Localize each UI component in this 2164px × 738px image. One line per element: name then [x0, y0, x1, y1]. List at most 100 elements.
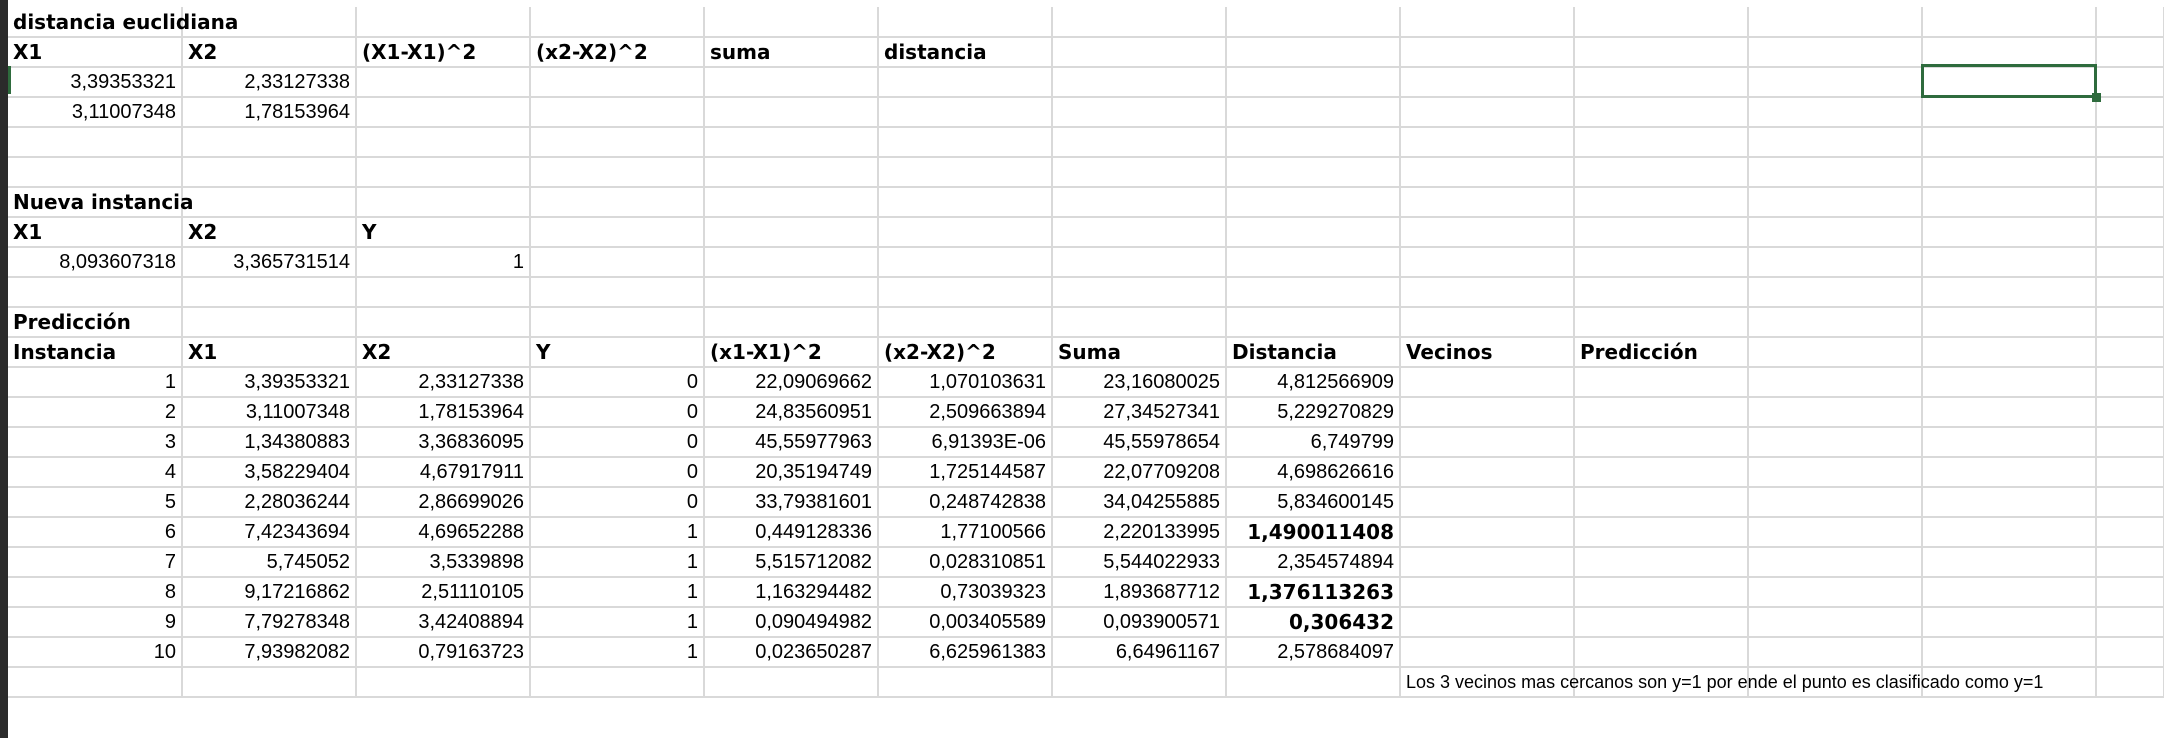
sheet-cell[interactable]	[704, 7, 879, 38]
sheet-cell[interactable]	[1226, 277, 1401, 308]
sheet-cell[interactable]	[1400, 577, 1575, 608]
sheet-cell[interactable]	[2096, 337, 2164, 368]
distance-cell[interactable]: 4,812566909	[1226, 367, 1401, 398]
sheet-cell[interactable]	[1574, 487, 1749, 518]
sheet-cell[interactable]	[530, 97, 705, 128]
sheet-cell[interactable]	[1922, 607, 2097, 638]
value-cell[interactable]: 9	[8, 607, 183, 638]
sheet-cell[interactable]	[530, 277, 705, 308]
distance-cell[interactable]: 1,490011408	[1226, 517, 1401, 548]
sheet-cell[interactable]	[1400, 427, 1575, 458]
sheet-cell[interactable]	[2096, 427, 2164, 458]
sheet-cell[interactable]	[1922, 187, 2097, 218]
sheet-cell[interactable]	[1574, 127, 1749, 158]
column-header[interactable]: (X1-X1)^2	[356, 37, 531, 68]
value-cell[interactable]: 1	[356, 247, 531, 278]
column-header[interactable]: Distancia	[1226, 337, 1401, 368]
value-cell[interactable]: 1,77100566	[878, 517, 1053, 548]
sheet-cell[interactable]	[1574, 577, 1749, 608]
sheet-cell[interactable]	[1574, 247, 1749, 278]
sheet-cell[interactable]	[356, 127, 531, 158]
value-cell[interactable]: 1,78153964	[182, 97, 357, 128]
value-cell[interactable]: 22,07709208	[1052, 457, 1227, 488]
sheet-cell[interactable]	[530, 307, 705, 338]
sheet-cell[interactable]	[1748, 127, 1923, 158]
sheet-cell[interactable]	[1922, 97, 2097, 128]
sheet-cell[interactable]	[1922, 37, 2097, 68]
sheet-cell[interactable]	[1574, 547, 1749, 578]
value-cell[interactable]: 5,515712082	[704, 547, 879, 578]
sheet-cell[interactable]	[2096, 547, 2164, 578]
sheet-cell[interactable]	[1226, 67, 1401, 98]
sheet-cell[interactable]	[2096, 217, 2164, 248]
value-cell[interactable]: 1	[530, 547, 705, 578]
sheet-cell[interactable]	[704, 127, 879, 158]
sheet-cell[interactable]	[1574, 277, 1749, 308]
sheet-cell[interactable]	[1400, 367, 1575, 398]
value-cell[interactable]: 0,73039323	[878, 577, 1053, 608]
value-cell[interactable]: 1,893687712	[1052, 577, 1227, 608]
sheet-cell[interactable]	[1748, 67, 1923, 98]
sheet-cell[interactable]	[1226, 127, 1401, 158]
sheet-cell[interactable]	[878, 667, 1053, 698]
sheet-cell[interactable]	[704, 247, 879, 278]
sheet-cell[interactable]	[878, 187, 1053, 218]
sheet-cell[interactable]	[1922, 7, 2097, 38]
value-cell[interactable]: 4	[8, 457, 183, 488]
section-title-prediction[interactable]: Predicción	[8, 307, 183, 338]
sheet-cell[interactable]	[1574, 457, 1749, 488]
sheet-cell[interactable]	[182, 667, 357, 698]
sheet-cell[interactable]	[878, 247, 1053, 278]
sheet-cell[interactable]	[2096, 487, 2164, 518]
sheet-cell[interactable]	[1748, 517, 1923, 548]
sheet-cell[interactable]	[1052, 277, 1227, 308]
sheet-cell[interactable]	[1226, 307, 1401, 338]
sheet-cell[interactable]	[1748, 247, 1923, 278]
sheet-cell[interactable]	[1748, 667, 1923, 698]
sheet-cell[interactable]	[1400, 457, 1575, 488]
sheet-cell[interactable]	[1400, 397, 1575, 428]
sheet-cell[interactable]	[2096, 367, 2164, 398]
sheet-cell[interactable]	[2096, 577, 2164, 608]
sheet-cell[interactable]	[1574, 7, 1749, 38]
value-cell[interactable]: 5,745052	[182, 547, 357, 578]
distance-cell[interactable]: 5,834600145	[1226, 487, 1401, 518]
sheet-cell[interactable]	[2096, 157, 2164, 188]
value-cell[interactable]: 3,39353321	[182, 367, 357, 398]
sheet-cell[interactable]	[704, 97, 879, 128]
column-header[interactable]: (x2-X2)^2	[530, 37, 705, 68]
sheet-cell[interactable]	[1052, 157, 1227, 188]
value-cell[interactable]: 1	[530, 577, 705, 608]
sheet-cell[interactable]	[1748, 577, 1923, 608]
sheet-cell[interactable]	[1922, 277, 2097, 308]
value-cell[interactable]: 6,625961383	[878, 637, 1053, 668]
value-cell[interactable]: 6,64961167	[1052, 637, 1227, 668]
sheet-cell[interactable]	[1922, 397, 2097, 428]
sheet-cell[interactable]	[1748, 457, 1923, 488]
sheet-cell[interactable]	[1574, 307, 1749, 338]
sheet-cell[interactable]	[530, 247, 705, 278]
value-cell[interactable]: 2,28036244	[182, 487, 357, 518]
value-cell[interactable]: 0	[530, 397, 705, 428]
column-header[interactable]: X1	[8, 37, 183, 68]
sheet-cell[interactable]	[1400, 127, 1575, 158]
value-cell[interactable]: 34,04255885	[1052, 487, 1227, 518]
sheet-cell[interactable]	[530, 7, 705, 38]
value-cell[interactable]: 2,509663894	[878, 397, 1053, 428]
value-cell[interactable]: 45,55978654	[1052, 427, 1227, 458]
sheet-cell[interactable]	[704, 307, 879, 338]
sheet-cell[interactable]	[1748, 397, 1923, 428]
column-header[interactable]: distancia	[878, 37, 1053, 68]
sheet-cell[interactable]	[1574, 427, 1749, 458]
sheet-cell[interactable]	[1052, 307, 1227, 338]
sheet-cell[interactable]	[1922, 217, 2097, 248]
sheet-cell[interactable]	[1574, 157, 1749, 188]
sheet-cell[interactable]	[1922, 637, 2097, 668]
sheet-cell[interactable]	[2096, 607, 2164, 638]
sheet-cell[interactable]	[1052, 247, 1227, 278]
sheet-cell[interactable]	[530, 157, 705, 188]
value-cell[interactable]: 3,36836095	[356, 427, 531, 458]
sheet-cell[interactable]	[704, 187, 879, 218]
sheet-cell[interactable]	[1574, 67, 1749, 98]
sheet-cell[interactable]	[1052, 187, 1227, 218]
